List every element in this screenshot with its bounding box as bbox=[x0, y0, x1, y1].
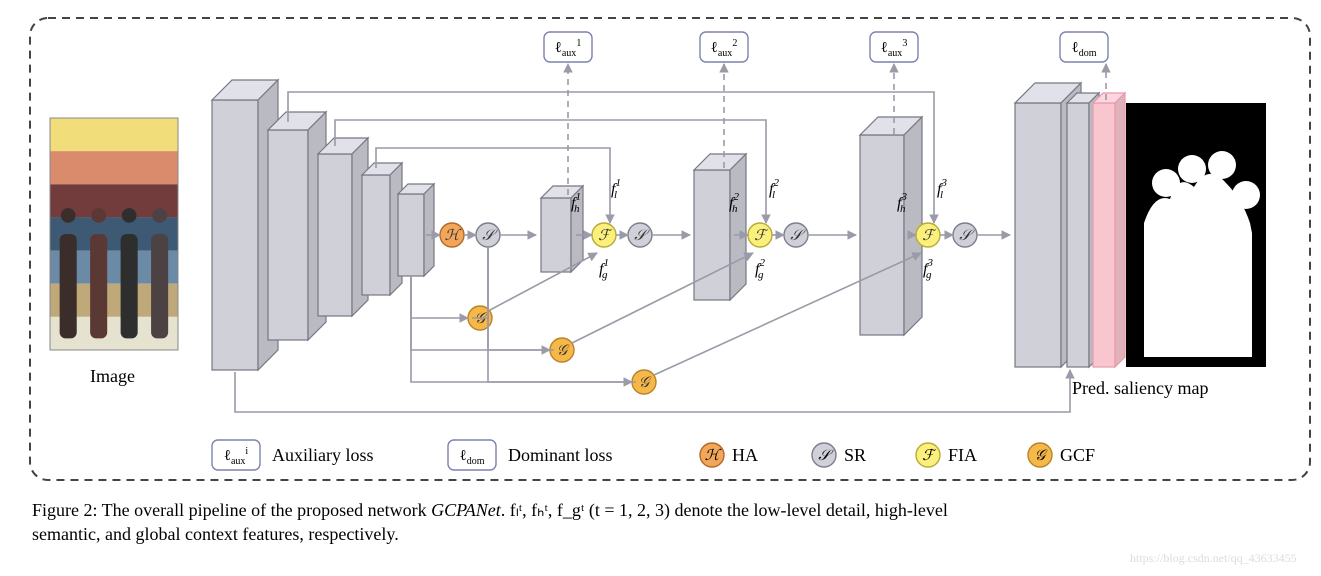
label: ℋ bbox=[705, 448, 722, 464]
legend-item-4: ℱFIA bbox=[916, 443, 977, 467]
node-S2: 𝒮 bbox=[784, 223, 808, 247]
feature-label-8: f3g bbox=[923, 257, 933, 281]
feature-label-1: f1l bbox=[611, 177, 621, 201]
encoder-block-3 bbox=[362, 163, 402, 295]
watermark: https://blog.csdn.net/qq_43633455 bbox=[1130, 551, 1297, 565]
encoder-block-1 bbox=[268, 112, 326, 340]
node-S0: 𝒮 bbox=[476, 223, 500, 247]
node-S3: 𝒮 bbox=[953, 223, 977, 247]
loss-box-1: ℓaux2 bbox=[700, 32, 748, 62]
legend-text: FIA bbox=[948, 445, 977, 465]
svg-text:Figure 2: The overall pipeline: Figure 2: The overall pipeline of the pr… bbox=[32, 500, 948, 521]
label: semantic, and global context features, r… bbox=[32, 524, 399, 544]
saliency-label: Pred. saliency map bbox=[1072, 378, 1208, 398]
decoder-block-2 bbox=[860, 117, 922, 335]
loss-box-3: ℓdom bbox=[1060, 32, 1108, 62]
node-S1: 𝒮 bbox=[628, 223, 652, 247]
feature-label-2: f1g bbox=[599, 257, 609, 281]
legend-item-3: 𝒮SR bbox=[812, 443, 866, 467]
gcf-from-backbone-0 bbox=[411, 276, 468, 318]
feature-label-5: f2g bbox=[755, 257, 765, 281]
loss-box-2: ℓaux3 bbox=[870, 32, 918, 62]
tail-block-2 bbox=[1093, 93, 1125, 367]
figure-caption: Figure 2: The overall pipeline of the pr… bbox=[32, 500, 948, 544]
node-H: ℋ bbox=[440, 223, 464, 247]
legend-text: SR bbox=[844, 445, 866, 465]
legend-item-0: ℓauxiAuxiliary loss bbox=[212, 440, 374, 470]
legend-text: Auxiliary loss bbox=[272, 445, 374, 465]
input-image bbox=[50, 118, 178, 350]
loss-box-0: ℓaux1 bbox=[544, 32, 592, 62]
saliency-map bbox=[1126, 103, 1266, 367]
node-F1: ℱ bbox=[592, 223, 616, 247]
image-label: Image bbox=[90, 366, 135, 386]
legend-item-2: ℋ HA bbox=[700, 443, 758, 467]
feature-label-4: f2l bbox=[769, 177, 779, 201]
encoder-block-4 bbox=[398, 184, 434, 276]
legend-item-1: ℓdomDominant loss bbox=[448, 440, 613, 470]
node-F3: ℱ bbox=[916, 223, 940, 247]
legend-text: GCF bbox=[1060, 445, 1095, 465]
legend-item-5: 𝒢GCF bbox=[1028, 443, 1095, 467]
feature-label-7: f3l bbox=[937, 177, 947, 201]
legend-text: HA bbox=[732, 445, 758, 465]
feature-label-0: f1h bbox=[571, 191, 581, 215]
node-F2: ℱ bbox=[748, 223, 772, 247]
encoder-block-2 bbox=[318, 138, 368, 316]
figure-root: ℋ𝒮ℱ𝒮ℱ𝒮ℱ𝒮𝒢𝒢𝒢ℓaux1ℓaux2ℓaux3ℓdomf1hf1lf1gf… bbox=[0, 0, 1321, 576]
node-H-glyph: ℋ bbox=[445, 228, 462, 244]
diagram-svg: ℋ𝒮ℱ𝒮ℱ𝒮ℱ𝒮𝒢𝒢𝒢ℓaux1ℓaux2ℓaux3ℓdomf1hf1lf1gf… bbox=[0, 0, 1321, 576]
legend-text: Dominant loss bbox=[508, 445, 613, 465]
